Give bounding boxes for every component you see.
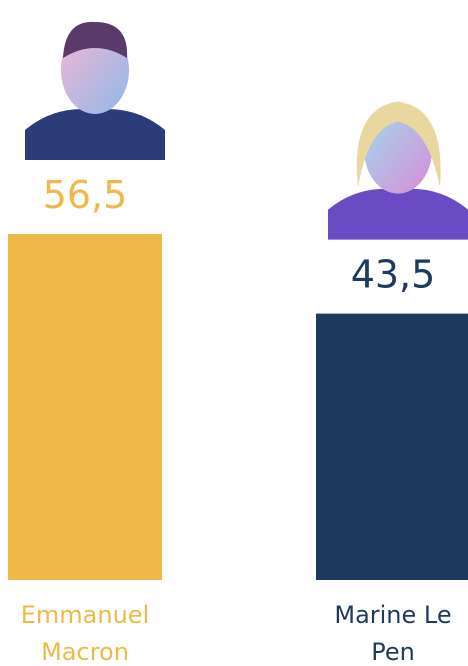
bar	[8, 234, 162, 580]
plot: 56,5 43,5	[0, 0, 468, 666]
bar	[316, 314, 468, 580]
portrait	[25, 8, 165, 160]
portrait-body	[25, 109, 165, 160]
category-label: Marine Le Pen	[318, 597, 468, 666]
category-label: Emmanuel Macron	[10, 597, 160, 666]
portrait	[328, 88, 468, 240]
chart: 56,5 43,5 Emmanuel Macron Marine Le Pen	[0, 0, 468, 666]
value-label: 43,5	[351, 253, 436, 297]
value-label: 56,5	[43, 173, 128, 217]
portrait-body	[328, 189, 468, 240]
